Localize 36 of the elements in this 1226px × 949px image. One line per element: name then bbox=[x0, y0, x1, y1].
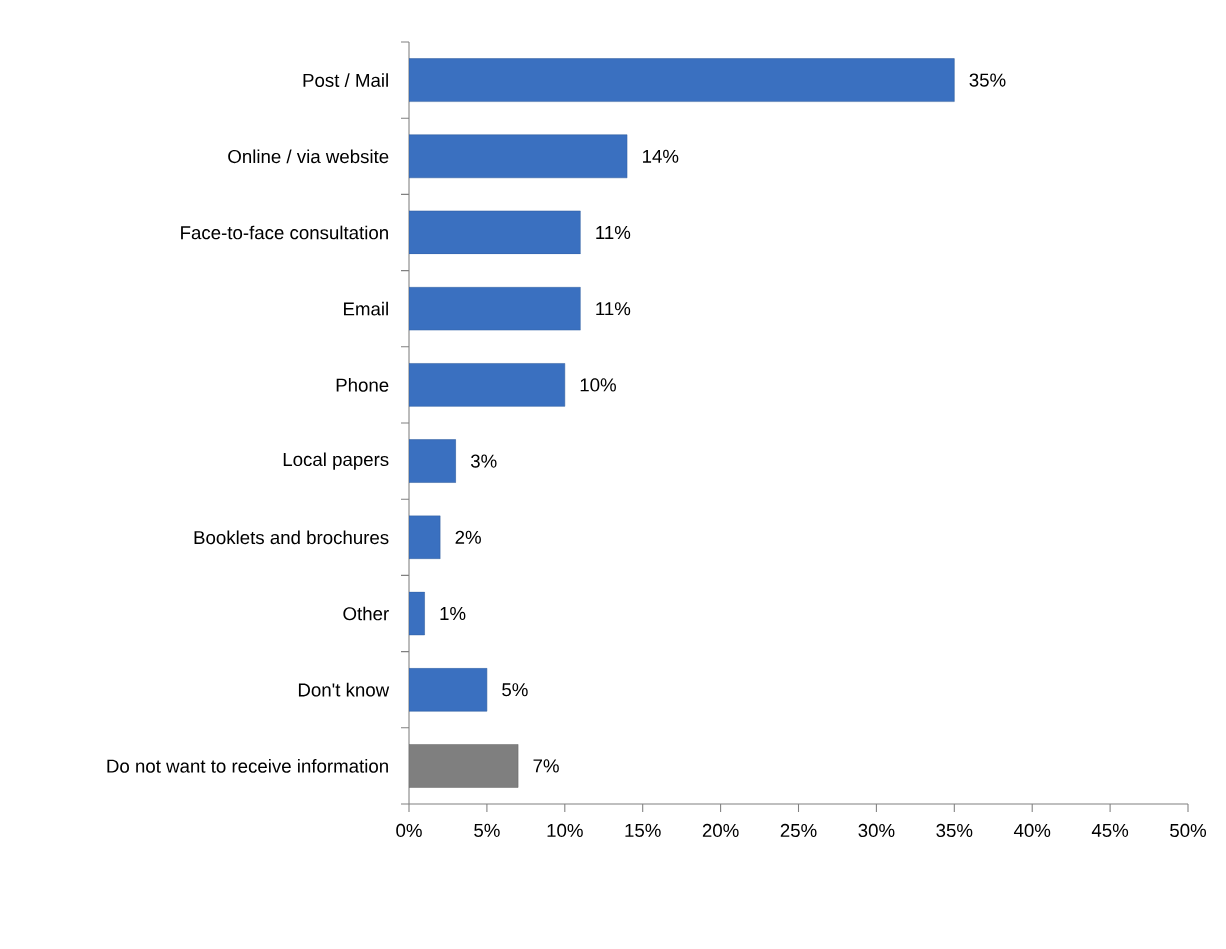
y-tick-label: Do not want to receive information bbox=[107, 759, 388, 773]
y-tick-label: Email bbox=[344, 301, 388, 316]
y-tick-label: Post / Mail bbox=[303, 73, 388, 87]
y-tick-label: Local papers bbox=[283, 452, 389, 470]
bar bbox=[409, 439, 457, 483]
data-label: 11% bbox=[596, 302, 631, 316]
y-tick-label: Online / via website bbox=[228, 149, 389, 164]
x-tick-label: 50% bbox=[1170, 823, 1207, 838]
x-tick-label: 35% bbox=[936, 823, 973, 838]
y-tick-label: Phone bbox=[336, 378, 389, 392]
data-label: 2% bbox=[455, 530, 481, 544]
y-tick-label: Don't know bbox=[298, 682, 390, 697]
data-label: 5% bbox=[502, 683, 528, 697]
y-tick-label: Booklets and brochures bbox=[194, 530, 389, 545]
data-label: 14% bbox=[643, 149, 679, 163]
data-label: 11% bbox=[596, 225, 631, 240]
y-tick-label: Face-to-face consultation bbox=[181, 225, 388, 240]
data-label: 35% bbox=[969, 73, 1006, 87]
x-tick-label: 10% bbox=[547, 823, 583, 838]
bar bbox=[409, 210, 581, 255]
data-label: 7% bbox=[533, 759, 559, 773]
bar bbox=[409, 286, 581, 331]
bar bbox=[409, 363, 566, 407]
data-label: 3% bbox=[470, 454, 497, 468]
x-tick-label: 40% bbox=[1013, 823, 1051, 838]
y-tick-label: Other bbox=[343, 606, 389, 621]
x-tick-label: 0% bbox=[396, 823, 422, 838]
x-tick-label: 25% bbox=[780, 823, 817, 838]
x-tick-label: 15% bbox=[625, 823, 661, 837]
data-label: 1% bbox=[440, 606, 466, 621]
data-label: 10% bbox=[580, 378, 616, 392]
x-tick-label: 20% bbox=[702, 823, 739, 838]
bar bbox=[409, 591, 425, 636]
x-tick-label: 30% bbox=[858, 823, 895, 838]
x-tick-label: 5% bbox=[474, 823, 500, 837]
x-tick-label: 45% bbox=[1091, 823, 1129, 837]
